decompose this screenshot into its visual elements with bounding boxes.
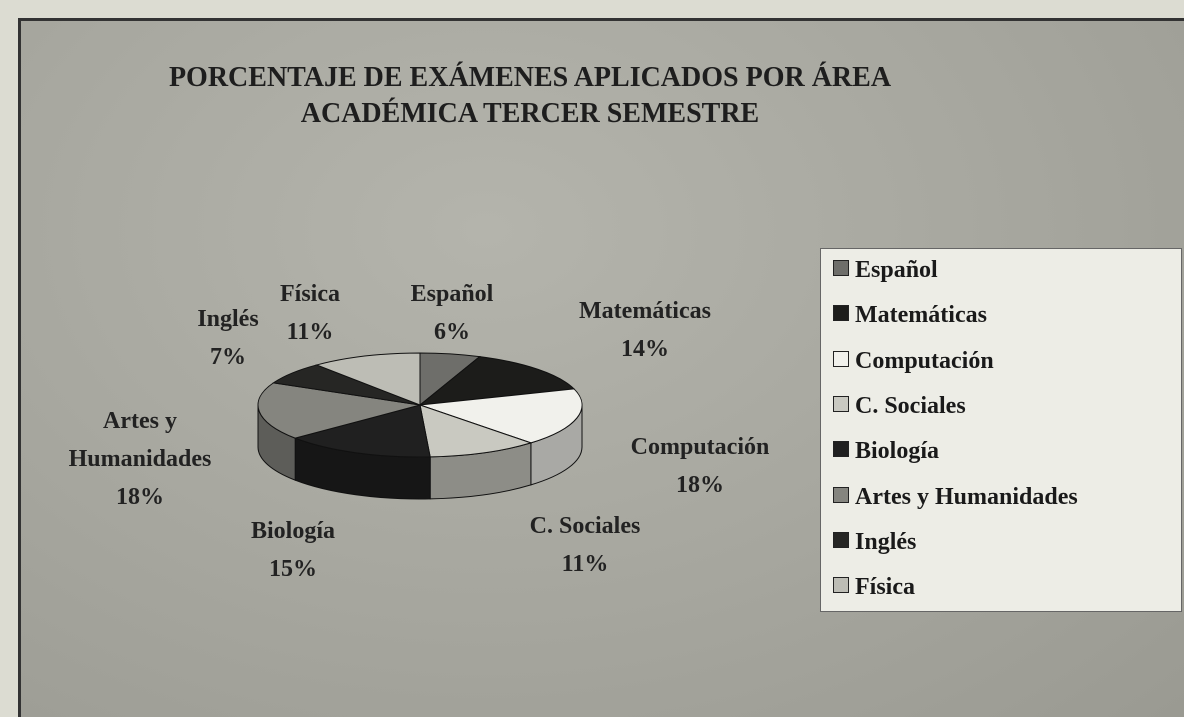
legend-label: Artes y Humanidades bbox=[855, 483, 1078, 510]
slice-value: 18% bbox=[676, 472, 724, 498]
slice-label: Español 6% bbox=[411, 275, 494, 351]
slice-label: Computación 18% bbox=[631, 428, 770, 504]
legend-item: Física bbox=[833, 574, 915, 601]
slice-name: Artes y Humanidades bbox=[68, 408, 212, 472]
legend-label: Biología bbox=[855, 438, 940, 465]
slice-name: Biología bbox=[250, 518, 336, 544]
slice-label: Artes y Humanidades 18% bbox=[65, 402, 215, 516]
legend-swatch bbox=[833, 486, 849, 503]
legend-swatch bbox=[833, 577, 849, 594]
slice-name: Español bbox=[410, 281, 494, 307]
slice-name: Inglés bbox=[197, 306, 259, 332]
legend-label: C. Sociales bbox=[855, 392, 966, 419]
legend-label: Física bbox=[855, 574, 915, 601]
pie-slice bbox=[293, 404, 431, 458]
legend-swatch bbox=[833, 531, 849, 548]
legend-item: Artes y Humanidades bbox=[833, 484, 1078, 511]
slice-value: 14% bbox=[620, 336, 669, 362]
slice-name: Matemáticas bbox=[579, 298, 711, 324]
legend-item: C. Sociales bbox=[833, 393, 966, 420]
slice-name: Física bbox=[280, 281, 340, 307]
slice-label: Matemáticas 14% bbox=[579, 292, 711, 368]
pie-slice bbox=[419, 404, 533, 458]
legend-swatch bbox=[833, 395, 849, 412]
legend-label: Matemáticas bbox=[855, 302, 987, 329]
legend-item: Biología bbox=[833, 438, 939, 465]
pie-slice bbox=[419, 388, 583, 444]
pie-slice bbox=[315, 352, 421, 406]
legend-label: Español bbox=[855, 257, 938, 283]
slice-name: Computación bbox=[630, 434, 770, 460]
legend-swatch bbox=[833, 441, 849, 458]
slice-value: 18% bbox=[116, 484, 164, 510]
slice-label: Física 11% bbox=[280, 275, 340, 351]
legend: Español Matemáticas Computación C. Sociales… bbox=[820, 248, 1182, 612]
slice-value: 11% bbox=[561, 551, 609, 577]
legend-swatch bbox=[833, 350, 849, 367]
legend-item: Inglés bbox=[833, 529, 916, 556]
legend-item: Computación bbox=[833, 348, 994, 375]
legend-label: Computación bbox=[855, 347, 994, 374]
slice-label: Biología 15% bbox=[251, 512, 335, 588]
slice-label: Inglés 7% bbox=[197, 300, 258, 376]
slice-value: 11% bbox=[286, 319, 334, 345]
chart-title: PORCENTAJE DE EXÁMENES APLICADOS POR ÁRE… bbox=[168, 62, 892, 129]
slice-value: 6% bbox=[434, 319, 470, 345]
slice-name: C. Sociales bbox=[529, 513, 641, 539]
slice-value: 7% bbox=[209, 344, 246, 370]
legend-item: Matemáticas bbox=[833, 302, 987, 329]
pie-slice bbox=[257, 382, 421, 439]
slice-label: C. Sociales 11% bbox=[530, 507, 641, 583]
slice-value: 15% bbox=[268, 556, 317, 582]
legend-label: Inglés bbox=[855, 528, 917, 555]
legend-item: Español bbox=[833, 257, 938, 284]
legend-swatch bbox=[833, 260, 849, 276]
legend-swatch bbox=[833, 305, 849, 322]
